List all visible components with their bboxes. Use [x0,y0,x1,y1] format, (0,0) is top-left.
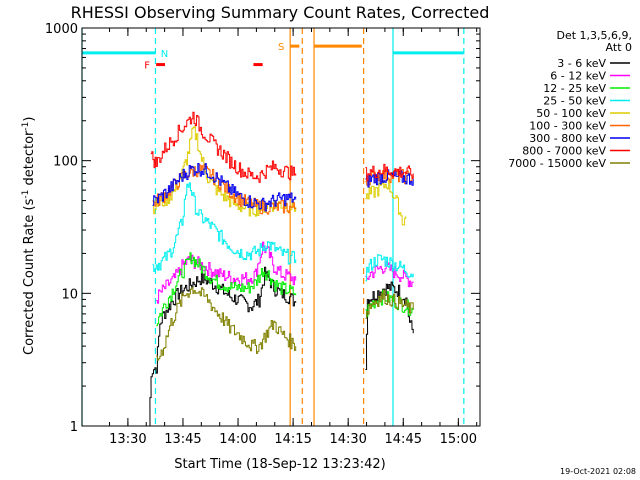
attenuator-label: N [161,49,168,60]
series-line [152,164,297,215]
legend-label: 25 - 50 keV [543,95,606,108]
x-tick-label: 14:30 [329,432,366,447]
y-tick-label: 100 [53,155,78,170]
series-line [152,182,297,272]
y-axis-label-part1: Corrected Count Rate (s [22,198,37,355]
legend-header-line1: Det 1,3,5,6,9, [556,29,632,42]
series-line [365,261,414,288]
x-tick-label: 14:00 [219,432,256,447]
plot-frame [81,27,481,427]
series-line [156,252,297,327]
series-line [148,266,297,427]
x-tick-label: 13:30 [109,432,146,447]
legend-label: 6 - 12 keV [550,70,606,83]
series-line [365,254,414,282]
x-tick-label: 15:00 [440,432,477,447]
plot-series [148,111,414,427]
series-line [365,163,414,182]
attenuator-label: F [144,61,150,72]
chart-title: RHESSI Observing Summary Count Rates, Co… [71,3,490,22]
x-axis-label: Start Time (18-Sep-12 13:23:42) [174,457,385,472]
series-line [365,281,414,370]
y-axis-label: Corrected Count Rate (s-1 detector-1) [21,117,37,355]
y-axis-label-sup1: -1 [21,190,31,199]
series-line [152,126,297,217]
legend-label: 7000 - 15000 keV [508,157,606,170]
attenuator-label: S [278,42,284,53]
series-line [152,163,297,212]
timestamp: 19-Oct-2021 02:08 [560,467,636,476]
x-tick-label: 13:45 [164,432,201,447]
x-tick-label: 14:15 [274,432,311,447]
y-tick-label: 10 [61,287,78,302]
y-axis-label-sup2: -1 [21,122,31,131]
legend-label: 800 - 7000 keV [522,145,606,158]
y-axis: 1 10 100 1000 [45,22,480,435]
legend-label: 300 - 800 keV [529,132,606,145]
x-tick-label: 14:45 [385,432,422,447]
legend-header-line2: Att 0 [606,41,632,54]
legend-label: 3 - 6 keV [557,57,606,70]
y-tick-label: 1000 [45,22,78,37]
y-axis-label-part2: detector [22,130,37,190]
y-tick-label: 1 [70,420,78,435]
legend-label: 12 - 25 keV [543,82,606,95]
series-line [156,287,297,361]
series-line [365,179,407,226]
y-axis-label-part3: ) [22,117,37,122]
x-axis: 13:30 13:45 14:00 14:15 14:30 14:45 15:00 [109,28,478,447]
legend-label: 100 - 300 keV [529,120,606,133]
series-line [365,289,414,319]
legend-label: 50 - 100 keV [536,107,606,120]
series-line [150,111,297,183]
plot-lines: NF S [81,28,465,426]
